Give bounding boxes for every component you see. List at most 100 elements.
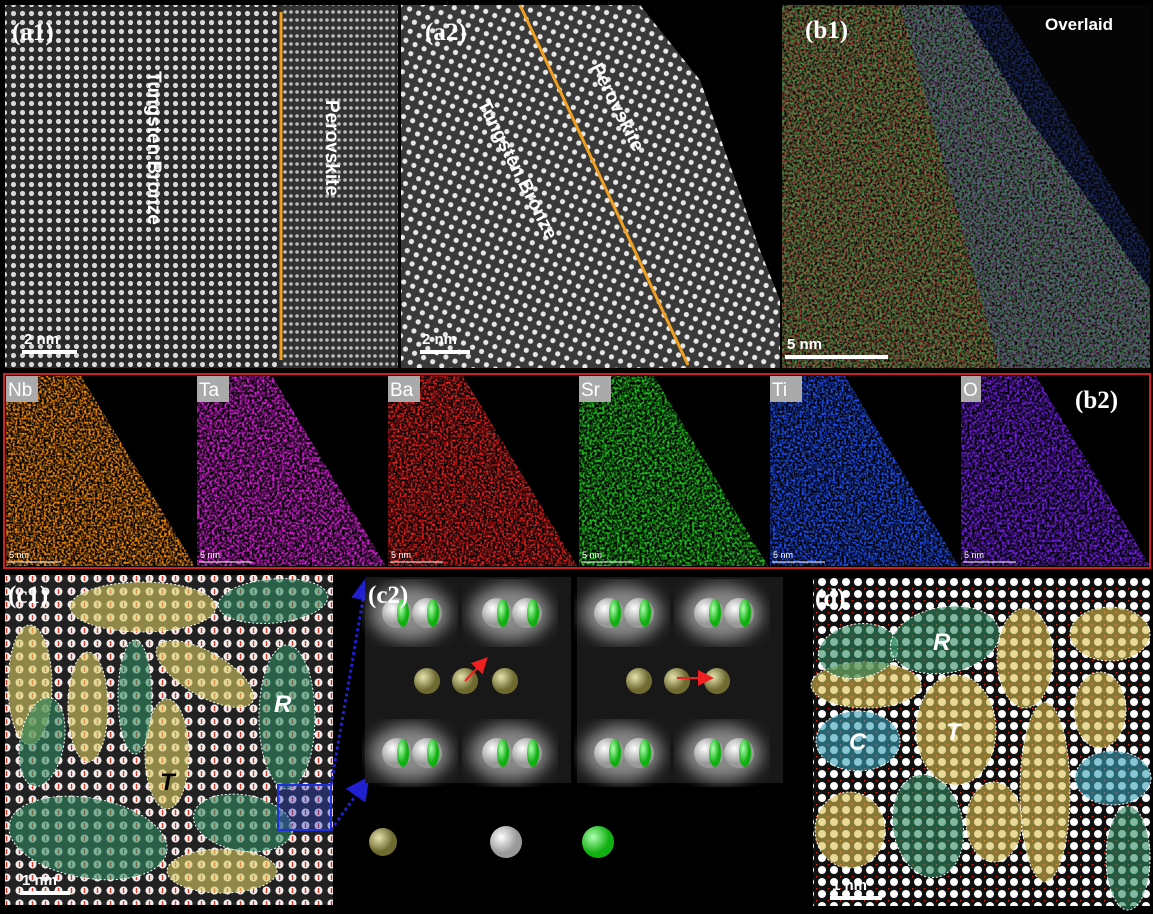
- label: R: [933, 629, 951, 656]
- label: R: [274, 691, 292, 718]
- element-tag: [961, 376, 981, 402]
- label: (b2): [1075, 387, 1118, 414]
- atom-green: [427, 739, 439, 767]
- domain: [891, 773, 965, 879]
- domain: [67, 651, 109, 763]
- domain: [1019, 701, 1071, 883]
- atom-green: [397, 599, 409, 627]
- label: Sr: [581, 380, 601, 401]
- atom-green: [639, 739, 651, 767]
- domain: [217, 578, 329, 624]
- label: (b1): [805, 17, 848, 44]
- label: (c1): [8, 582, 48, 609]
- atom-green: [427, 599, 439, 627]
- domain: [155, 640, 255, 708]
- atom-olive: [492, 668, 518, 694]
- element-tag: [388, 376, 420, 402]
- domain: [1069, 606, 1151, 662]
- atom-green: [609, 599, 621, 627]
- domain: [193, 793, 293, 853]
- domain: [18, 697, 66, 787]
- atom-green: [497, 599, 509, 627]
- label: Overlaid: [1045, 15, 1113, 34]
- domain: [1073, 671, 1127, 749]
- image-a1-perovskite: [281, 5, 398, 368]
- interface-line: [518, 4, 690, 366]
- atom-olive: [414, 668, 440, 694]
- zoom-line: [329, 776, 370, 831]
- label: (d): [815, 585, 846, 612]
- atom-green: [639, 599, 651, 627]
- domain: [117, 639, 153, 755]
- shift-arrow: [464, 657, 488, 682]
- legend-atom: [369, 828, 397, 856]
- label: Ta: [199, 380, 220, 401]
- label: 2 nm: [422, 331, 457, 348]
- atom-green: [397, 739, 409, 767]
- label: Tungsten Bronze: [143, 71, 164, 225]
- image-a2: [401, 5, 780, 368]
- domain: [258, 644, 316, 790]
- label: T: [946, 719, 963, 746]
- label: 5 nm: [391, 550, 411, 560]
- label: 1 nm: [832, 877, 867, 894]
- label: 5 nm: [964, 550, 984, 560]
- label: Perovskite: [321, 100, 342, 196]
- domain: [69, 581, 217, 633]
- element-tag: [197, 376, 229, 402]
- element-map: [388, 376, 577, 566]
- domain: [1074, 750, 1152, 806]
- label: Ti: [772, 380, 787, 401]
- label: C: [849, 729, 867, 756]
- element-map: [197, 376, 386, 566]
- domain: [890, 605, 1000, 675]
- label: 5 nm: [9, 550, 29, 560]
- label: 5 nm: [582, 550, 602, 560]
- atom-green: [497, 739, 509, 767]
- element-map: [6, 376, 195, 566]
- element-map: [770, 376, 959, 566]
- atom-green: [739, 599, 751, 627]
- label: T: [160, 769, 177, 796]
- element-tag: [579, 376, 611, 402]
- atom-green: [609, 739, 621, 767]
- label: Ba: [390, 380, 414, 401]
- atom-olive: [704, 668, 730, 694]
- domain: [144, 698, 190, 810]
- label: (c2): [368, 582, 408, 609]
- element-map: [579, 376, 768, 566]
- atom-green: [709, 599, 721, 627]
- legend-atom: [582, 826, 614, 858]
- image-a1: [5, 5, 281, 368]
- atom-green: [527, 739, 539, 767]
- domain: [1105, 805, 1151, 911]
- label: (a2): [425, 19, 467, 46]
- label: 5 nm: [200, 550, 220, 560]
- atom-olive: [626, 668, 652, 694]
- legend-atom: [490, 826, 522, 858]
- label: 5 nm: [773, 550, 793, 560]
- domain: [814, 791, 886, 869]
- label: 1 nm: [22, 872, 57, 889]
- b2-frame: [3, 373, 1151, 569]
- element-map: [961, 376, 1150, 566]
- label: O: [963, 380, 978, 401]
- domain: [815, 710, 901, 772]
- label: 2 nm: [24, 331, 59, 348]
- atom-green: [739, 739, 751, 767]
- atom-olive: [664, 668, 690, 694]
- label: Nb: [8, 380, 32, 401]
- element-tag: [6, 376, 38, 402]
- domain: [8, 795, 168, 881]
- zoom-line: [329, 576, 375, 786]
- domain: [996, 607, 1054, 709]
- domain: [166, 848, 278, 894]
- domain: [965, 781, 1023, 863]
- atom-green: [527, 599, 539, 627]
- domain: [915, 674, 997, 786]
- map-blue: [900, 5, 1150, 368]
- element-tag: [770, 376, 802, 402]
